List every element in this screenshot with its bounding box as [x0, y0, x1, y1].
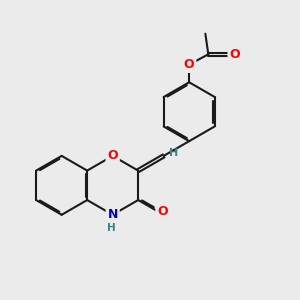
- Text: O: O: [157, 205, 168, 218]
- Text: O: O: [184, 58, 194, 71]
- Text: H: H: [169, 148, 178, 158]
- Text: O: O: [107, 149, 118, 162]
- Text: O: O: [230, 48, 240, 61]
- Text: N: N: [107, 208, 118, 221]
- Text: H: H: [107, 223, 116, 233]
